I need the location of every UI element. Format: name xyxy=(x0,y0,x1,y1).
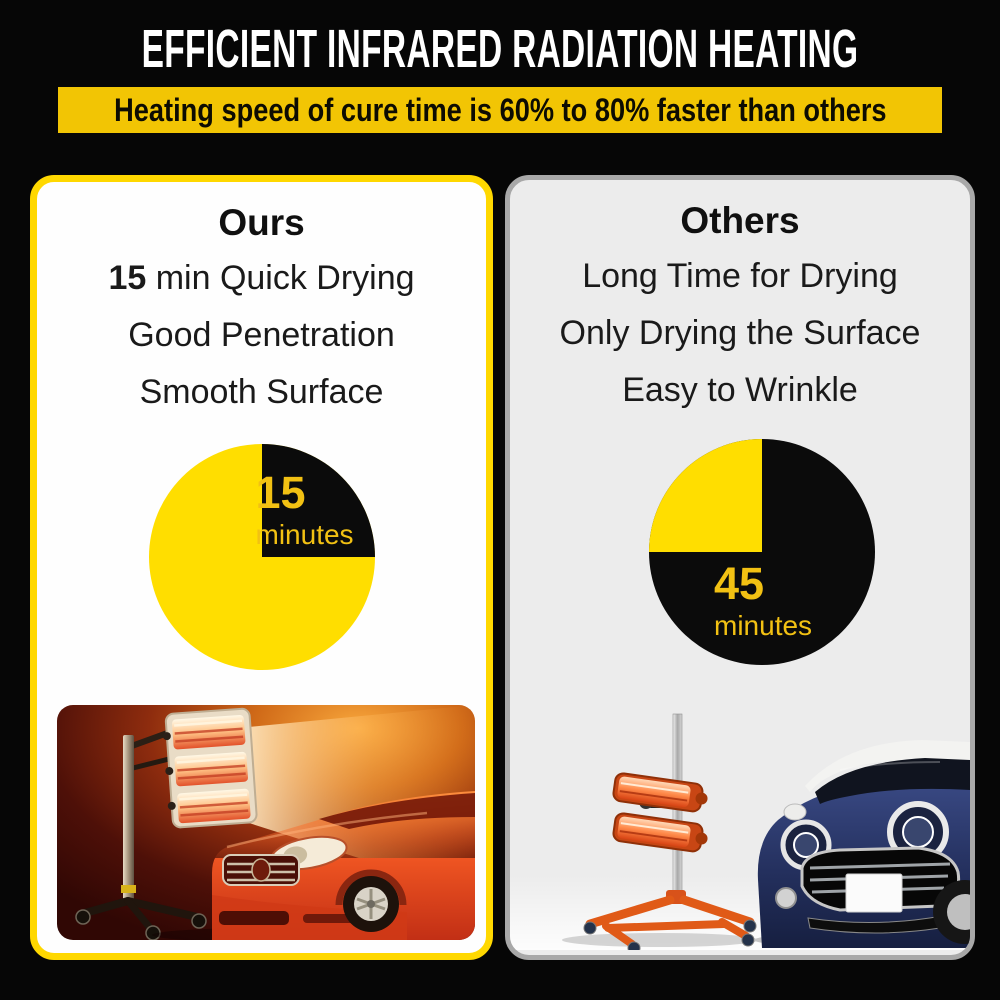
ours-heading: Ours xyxy=(218,202,305,243)
car-wheel xyxy=(335,869,407,932)
blue-mini-car xyxy=(754,740,970,948)
ours-feature-3-text: Smooth Surface xyxy=(139,373,384,411)
others-feature-3-text: Easy to Wrinkle xyxy=(622,371,858,409)
others-timer-value: 45 xyxy=(714,558,765,609)
others-photo-illustration xyxy=(510,713,970,950)
car-mirror xyxy=(783,803,807,821)
ours-timer-pie-chart: 15 minutes xyxy=(148,444,375,670)
ours-card: Ours 15 min Quick Drying Good Penetratio… xyxy=(30,175,493,960)
ours-timer-label: 15 minutes xyxy=(256,470,354,549)
ours-feature-3: Smooth Surface xyxy=(37,364,486,421)
subtitle-banner-text: Heating speed of cure time is 60% to 80%… xyxy=(113,91,887,128)
page-title: EFFICIENT INFRARED RADIATION HEATING xyxy=(0,18,1000,80)
others-pie-wedge-remaining xyxy=(649,439,762,552)
ours-feature-2-text: Good Penetration xyxy=(128,316,395,354)
others-feature-3: Easy to Wrinkle xyxy=(510,362,970,419)
heater-lamp-lower xyxy=(612,812,708,853)
car-white-roof xyxy=(805,740,970,792)
ours-feature-1-bold: 15 xyxy=(108,259,147,297)
car-fog-light xyxy=(775,887,797,909)
car-grille xyxy=(222,854,300,886)
others-feature-2: Only Drying the Surface xyxy=(510,305,970,362)
car-wheel xyxy=(933,880,970,944)
heater-lamp-upper xyxy=(612,772,708,813)
car-license-plate xyxy=(845,873,903,913)
others-feature-1-text: Long Time for Drying xyxy=(582,257,898,295)
ours-feature-1: 15 min Quick Drying xyxy=(37,250,486,307)
car-windshield xyxy=(815,758,970,804)
others-timer-pie-chart: 45 minutes xyxy=(649,439,875,665)
others-heading: Others xyxy=(680,200,800,241)
generic-infrared-heater xyxy=(562,713,758,950)
others-feature-1: Long Time for Drying xyxy=(510,248,970,305)
ours-product-photo xyxy=(57,705,475,940)
subtitle-banner: Heating speed of cure time is 60% to 80%… xyxy=(58,87,942,133)
ours-feature-2: Good Penetration xyxy=(37,307,486,364)
ours-timer-value: 15 xyxy=(255,467,306,518)
others-timer-label: 45 minutes xyxy=(714,561,812,640)
heater-stand xyxy=(75,728,207,940)
ours-photo-illustration xyxy=(57,705,475,940)
infrared-lamp-array xyxy=(162,707,258,829)
ours-pie-wedge-15min xyxy=(261,444,375,557)
page-title-text: EFFICIENT INFRARED RADIATION HEATING xyxy=(141,19,859,79)
others-pie-graphic xyxy=(649,439,875,665)
ours-feature-1-text: min Quick Drying xyxy=(146,259,415,297)
orange-car xyxy=(152,791,475,940)
others-card: Others Long Time for Drying Only Drying … xyxy=(505,175,975,960)
ours-timer-unit: minutes xyxy=(255,519,354,550)
others-product-photo xyxy=(510,700,970,950)
others-feature-2-text: Only Drying the Surface xyxy=(559,314,921,352)
others-timer-unit: minutes xyxy=(714,610,813,641)
heater-base xyxy=(583,890,757,950)
ours-pie-graphic xyxy=(148,444,375,670)
